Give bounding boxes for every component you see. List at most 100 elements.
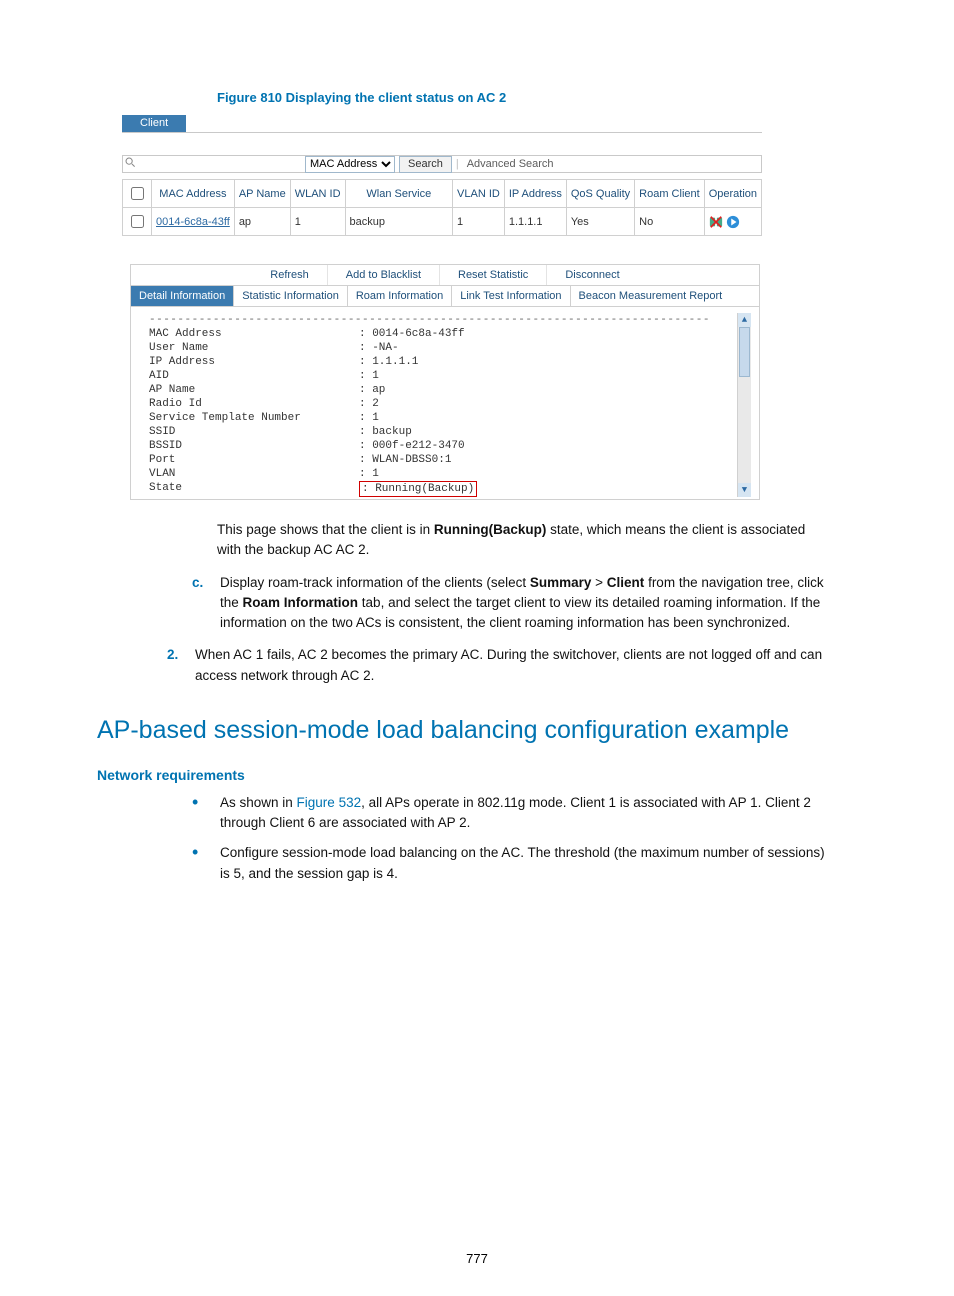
detail-value: : 2 [359, 397, 379, 411]
detail-icon[interactable] [726, 215, 740, 229]
list-item-c: c. Display roam-track information of the… [192, 573, 832, 634]
header-checkbox[interactable] [131, 187, 144, 200]
figure-title: Figure 810 Displaying the client status … [217, 90, 832, 105]
page-number: 777 [0, 1251, 954, 1266]
figure-link[interactable]: Figure 532 [297, 795, 362, 810]
row-checkbox[interactable] [131, 215, 144, 228]
detail-value: : 0014-6c8a-43ff [359, 327, 465, 341]
search-button[interactable]: Search [399, 156, 452, 173]
client-table: MAC Address AP Name WLAN ID Wlan Service… [122, 179, 762, 236]
detail-value: : Running(Backup) [359, 481, 477, 497]
detail-value: : 1 [359, 467, 379, 481]
search-input[interactable] [141, 156, 301, 172]
detail-pane: ----------------------------------------… [131, 307, 759, 499]
detail-label: AP Name [149, 383, 359, 397]
detail-label: User Name [149, 341, 359, 355]
detail-row: State: Running(Backup) [149, 481, 737, 497]
cell-wlanid: 1 [290, 208, 345, 236]
detail-label: Service Template Number [149, 411, 359, 425]
detail-row: IP Address: 1.1.1.1 [149, 355, 737, 369]
col-ip[interactable]: IP Address [504, 180, 566, 208]
add-blacklist-button[interactable]: Add to Blacklist [328, 265, 440, 285]
detail-row: User Name: -NA- [149, 341, 737, 355]
cell-vlanid: 1 [453, 208, 505, 236]
scrollbar[interactable]: ▲ ▼ [737, 313, 751, 497]
reset-stat-button[interactable]: Reset Statistic [440, 265, 547, 285]
col-apname[interactable]: AP Name [234, 180, 290, 208]
detail-label: State [149, 481, 359, 497]
paragraph-state: This page shows that the client is in Ru… [217, 520, 832, 561]
bullet-dot-icon: • [192, 843, 220, 884]
cell-operation [704, 208, 761, 236]
detail-row: Radio Id: 2 [149, 397, 737, 411]
disconnect-button[interactable]: Disconnect [547, 265, 637, 285]
cell-qos: Yes [566, 208, 634, 236]
detail-label: VLAN [149, 467, 359, 481]
search-row: MAC Address Search | Advanced Search [122, 155, 762, 173]
subtab-linktest[interactable]: Link Test Information [452, 286, 570, 306]
detail-value: : 1.1.1.1 [359, 355, 418, 369]
col-roam[interactable]: Roam Client [635, 180, 705, 208]
detail-label: BSSID [149, 439, 359, 453]
detail-row: AID: 1 [149, 369, 737, 383]
disconnect-icon[interactable] [709, 215, 723, 229]
detail-value: : backup [359, 425, 412, 439]
detail-row: MAC Address: 0014-6c8a-43ff [149, 327, 737, 341]
col-op[interactable]: Operation [704, 180, 761, 208]
detail-value: : WLAN-DBSS0:1 [359, 453, 451, 467]
detail-row: Port: WLAN-DBSS0:1 [149, 453, 737, 467]
subtab-beacon[interactable]: Beacon Measurement Report [571, 286, 731, 306]
screenshot-panel: Client MAC Address Search | Advanced Sea… [122, 115, 762, 500]
cell-roam: No [635, 208, 705, 236]
detail-row: Service Template Number: 1 [149, 411, 737, 425]
list-item-2: 2. When AC 1 fails, AC 2 becomes the pri… [167, 645, 832, 686]
detail-label: Port [149, 453, 359, 467]
scroll-down-icon[interactable]: ▼ [738, 483, 751, 497]
mac-link[interactable]: 0014-6c8a-43ff [156, 216, 230, 228]
state-highlight: : Running(Backup) [359, 481, 477, 497]
list-marker-c: c. [192, 573, 220, 634]
divider: ----------------------------------------… [149, 313, 737, 327]
detail-label: SSID [149, 425, 359, 439]
detail-value: : -NA- [359, 341, 399, 355]
detail-label: Radio Id [149, 397, 359, 411]
heading-h3: Network requirements [97, 767, 832, 783]
detail-row: AP Name: ap [149, 383, 737, 397]
col-wlanservice[interactable]: Wlan Service [345, 180, 453, 208]
detail-row: BSSID: 000f-e212-3470 [149, 439, 737, 453]
bullet-2: • Configure session-mode load balancing … [192, 843, 832, 884]
detail-row: SSID: backup [149, 425, 737, 439]
scroll-thumb[interactable] [739, 327, 750, 377]
detail-panel: Refresh Add to Blacklist Reset Statistic… [130, 264, 760, 500]
detail-label: AID [149, 369, 359, 383]
action-bar: Refresh Add to Blacklist Reset Statistic… [131, 265, 759, 286]
col-wlanid[interactable]: WLAN ID [290, 180, 345, 208]
col-checkbox [123, 180, 152, 208]
table-row: 0014-6c8a-43ff ap 1 backup 1 1.1.1.1 Yes… [123, 208, 762, 236]
refresh-button[interactable]: Refresh [252, 265, 328, 285]
detail-label: IP Address [149, 355, 359, 369]
detail-value: : 000f-e212-3470 [359, 439, 465, 453]
detail-value: : 1 [359, 411, 379, 425]
advanced-search-link[interactable]: Advanced Search [467, 158, 554, 170]
cell-ip: 1.1.1.1 [504, 208, 566, 236]
tab-strip: Client [122, 115, 762, 133]
subtab-row: Detail Information Statistic Information… [131, 286, 759, 307]
scroll-up-icon[interactable]: ▲ [738, 313, 751, 327]
bullet-1: • As shown in Figure 532, all APs operat… [192, 793, 832, 834]
cell-apname: ap [234, 208, 290, 236]
cell-wlanservice: backup [345, 208, 453, 236]
subtab-statistic[interactable]: Statistic Information [234, 286, 348, 306]
detail-row: VLAN: 1 [149, 467, 737, 481]
tab-client[interactable]: Client [122, 115, 186, 132]
subtab-roam[interactable]: Roam Information [348, 286, 452, 306]
search-icon [123, 157, 137, 171]
heading-h2: AP-based session-mode load balancing con… [97, 716, 832, 745]
bullet-dot-icon: • [192, 793, 220, 834]
col-qos[interactable]: QoS Quality [566, 180, 634, 208]
search-field-select[interactable]: MAC Address [305, 156, 395, 173]
detail-value: : ap [359, 383, 385, 397]
subtab-detail[interactable]: Detail Information [131, 286, 234, 306]
col-mac[interactable]: MAC Address [152, 180, 235, 208]
col-vlanid[interactable]: VLAN ID [453, 180, 505, 208]
